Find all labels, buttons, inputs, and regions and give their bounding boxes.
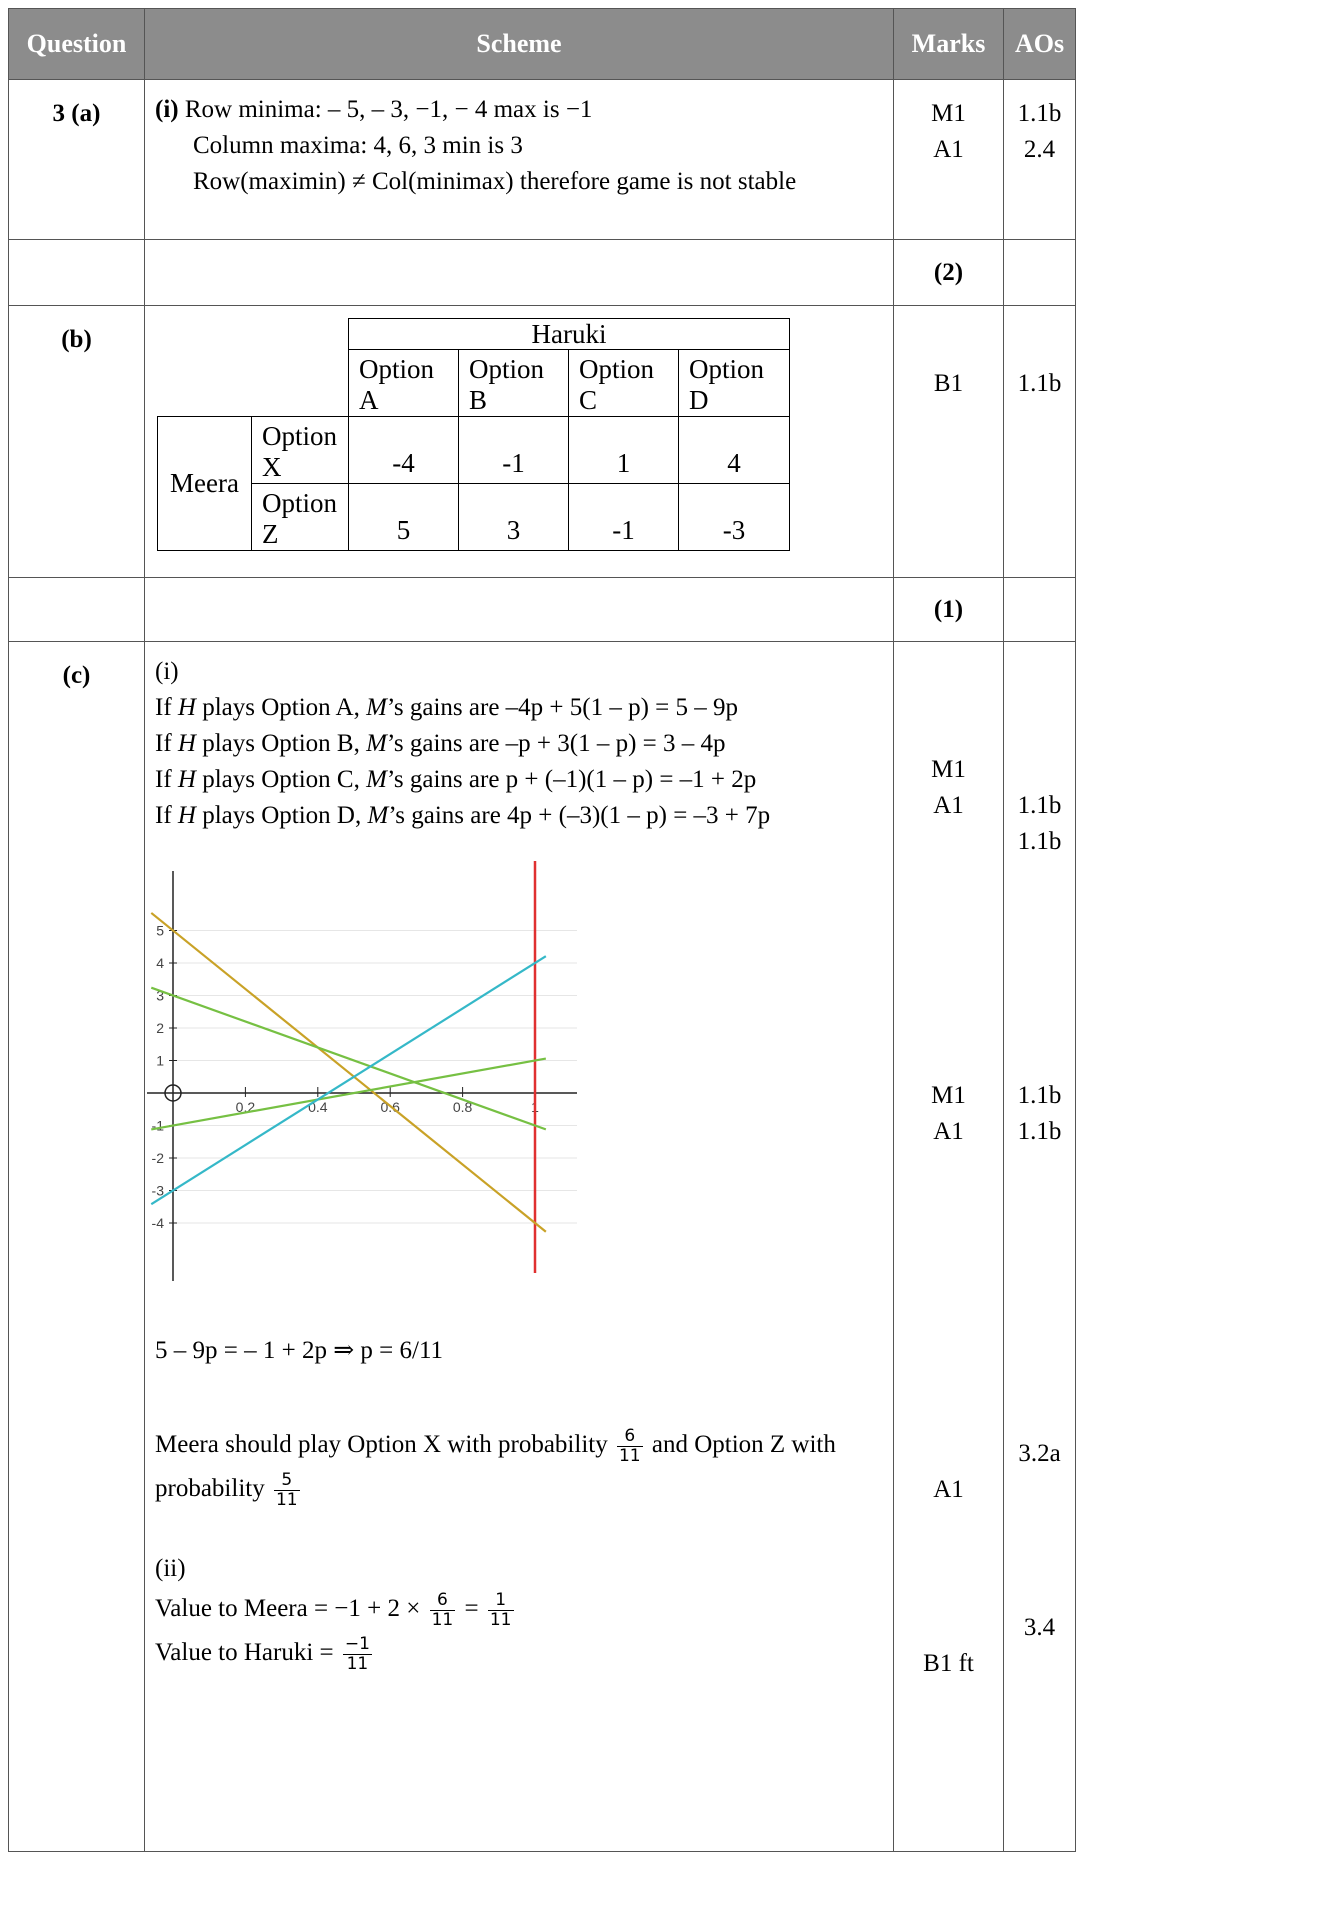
fraction: 5 11 <box>273 1469 300 1510</box>
payoff-cell: 3 <box>458 483 569 551</box>
mark-scheme-table: Question Scheme Marks AOs 3 (a) (i) Row … <box>8 8 1076 1852</box>
payoff-cell: -1 <box>458 416 569 484</box>
payoff-cell: -1 <box>568 483 679 551</box>
y-tick-label: -1 <box>152 1118 165 1134</box>
fraction: −1 11 <box>342 1633 372 1674</box>
payoff-cell: -4 <box>348 416 459 484</box>
x-tick-label: 0.8 <box>453 1099 473 1115</box>
scheme-a: (i) Row minima: – 5, – 3, −1, − 4 max is… <box>144 79 894 240</box>
scheme-c: (i) If H plays Option A, M’s gains are –… <box>144 641 894 1852</box>
series-line <box>150 955 547 1206</box>
subtotal-b: (1) <box>893 577 1004 642</box>
meera-strategy: Meera should play Option X with probabil… <box>155 1425 836 1510</box>
y-tick-label: 2 <box>156 1020 164 1036</box>
row-subtotal-a: (2) <box>8 239 1076 306</box>
option-x-label: Option X <box>251 416 349 484</box>
scheme-b: Haruki Option A Option B Option C Option D M… <box>144 305 894 578</box>
marks-b: B1 <box>893 305 1004 578</box>
origin-marker <box>164 1084 182 1102</box>
option-c-header: Option C <box>568 349 679 417</box>
gains-line: If H plays Option C, M’s gains are p + (… <box>155 766 757 793</box>
row-subtotal-b: (1) <box>8 577 1076 642</box>
question-label-b: (b) <box>8 305 145 578</box>
part-ii-label: (ii) <box>155 1555 186 1582</box>
row-part-c: (c) (i) If H plays Option A, M’s gains a… <box>8 641 1076 1852</box>
row-minima-text: Row minima: – 5, – 3, −1, − 4 max is −1 <box>184 96 593 123</box>
payoff-cell: -3 <box>678 483 790 551</box>
question-label-a: 3 (a) <box>8 79 145 240</box>
payoff-cell: 4 <box>678 416 790 484</box>
aos-b: 1.1b <box>1003 305 1076 578</box>
header-aos: AOs <box>1003 8 1076 80</box>
row-part-b: (b) Haruki Option A Option B Option C Optio… <box>8 305 1076 578</box>
y-tick-label: 1 <box>156 1053 164 1069</box>
series-line <box>150 912 547 1233</box>
marks-a: M1 A1 <box>893 79 1004 240</box>
header-marks: Marks <box>893 8 1004 80</box>
marks-c: M1 A1 M1 A1 A1 B1 ft <box>893 641 1004 1852</box>
column-maxima-text: Column maxima: 4, 6, 3 min is 3 <box>193 132 523 159</box>
row-player-label: Meera <box>157 416 252 551</box>
option-z-label: Option Z <box>251 483 349 551</box>
option-b-header: Option B <box>458 349 569 417</box>
y-tick-label: 4 <box>156 955 164 971</box>
gains-list: If H plays Option A, M’s gains are –4p +… <box>155 690 883 834</box>
subtotal-a: (2) <box>893 239 1004 306</box>
y-tick-label: -3 <box>152 1183 165 1199</box>
aos-a: 1.1b 2.4 <box>1003 79 1076 240</box>
header-question: Question <box>8 8 145 80</box>
fraction: 1 11 <box>487 1589 514 1630</box>
series-line <box>151 1057 547 1131</box>
fraction: 6 11 <box>429 1589 456 1630</box>
payoff-cell: 1 <box>568 416 679 484</box>
gains-line: If H plays Option A, M’s gains are –4p +… <box>155 694 739 721</box>
fraction: 6 11 <box>616 1425 643 1466</box>
value-to-meera: Value to Meera = −1 + 2 × 6 11 = 1 11 <box>155 1589 514 1630</box>
aos-c: 1.1b 1.1b 1.1b 1.1b 3.2a 3.4 <box>1003 641 1076 1852</box>
part-i-label-c: (i) <box>155 658 179 685</box>
payoff-matrix: Haruki Option A Option B Option C Option D M… <box>157 318 790 551</box>
question-label-c: (c) <box>8 641 145 1852</box>
y-tick-label: 5 <box>156 923 164 939</box>
y-tick-label: -4 <box>152 1215 165 1231</box>
y-tick-label: 3 <box>156 988 164 1004</box>
y-tick-label: -2 <box>152 1150 165 1166</box>
gains-line: If H plays Option D, M’s gains are 4p + … <box>155 802 771 829</box>
series-line <box>150 986 547 1131</box>
header-scheme: Scheme <box>144 8 894 80</box>
gains-line: If H plays Option B, M’s gains are –p + … <box>155 730 726 757</box>
value-to-haruki: Value to Haruki = −1 11 <box>155 1633 372 1674</box>
part-i-label-a: (i) <box>155 96 179 123</box>
header-row: Question Scheme Marks AOs <box>8 8 1076 80</box>
row-part-a: 3 (a) (i) Row minima: – 5, – 3, −1, − 4 … <box>8 79 1076 240</box>
option-a-header: Option A <box>348 349 459 417</box>
option-d-header: Option D <box>678 349 790 417</box>
col-player-label: Haruki <box>348 318 790 350</box>
intersection-equation: 5 – 9p = – 1 + 2p ⇒ p = 6/11 <box>155 1337 444 1364</box>
stability-text: Row(maximin) ≠ Col(minimax) therefore ga… <box>193 168 797 195</box>
payoff-cell: 5 <box>348 483 459 551</box>
